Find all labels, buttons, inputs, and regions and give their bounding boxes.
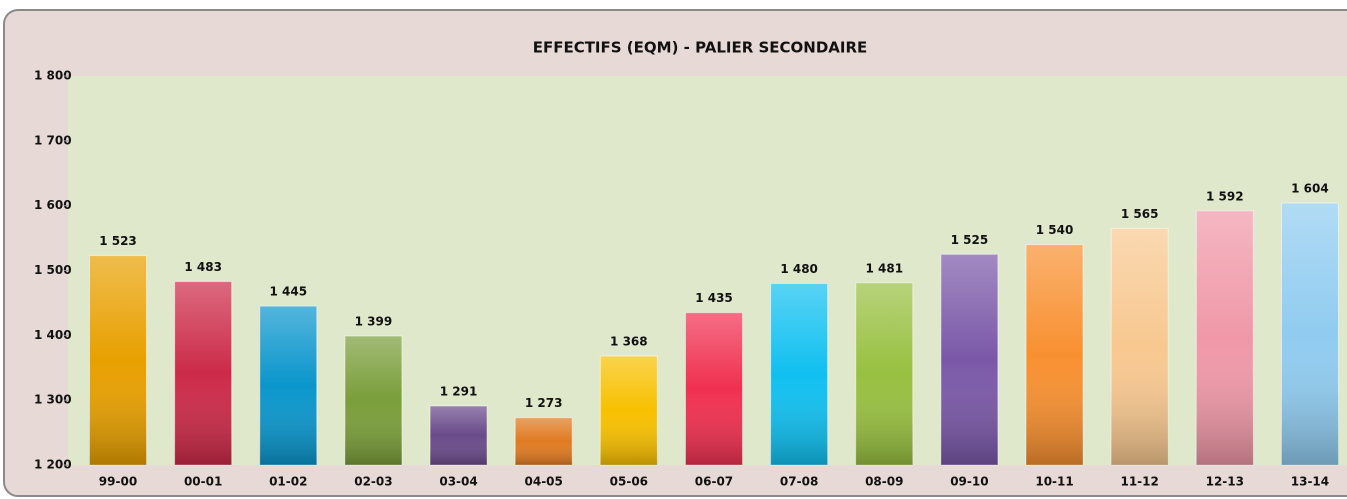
bar [1280, 202, 1339, 466]
x-tick-label: 10-11 [1035, 475, 1073, 489]
x-tick-label: 02-03 [354, 475, 392, 489]
value-label: 1 592 [1206, 189, 1244, 203]
value-label: 1 445 [269, 285, 307, 299]
value-label: 1 480 [780, 262, 818, 276]
x-tick-label: 99-00 [99, 475, 137, 489]
value-label: 1 565 [1121, 207, 1159, 221]
x-tick-label: 03-04 [439, 475, 477, 489]
x-tick-label: 04-05 [525, 475, 563, 489]
bar [684, 312, 743, 466]
bar [429, 405, 488, 466]
bar [855, 282, 914, 466]
y-tick-label: 1 300 [34, 393, 72, 407]
y-tick-label: 1 600 [34, 198, 72, 212]
x-tick-label: 08-09 [865, 475, 903, 489]
x-tick-label: 06-07 [695, 475, 733, 489]
value-label: 1 525 [951, 233, 989, 247]
x-tick-label: 05-06 [610, 475, 648, 489]
value-label: 1 273 [525, 396, 563, 410]
value-label: 1 540 [1036, 223, 1074, 237]
value-label: 1 291 [440, 385, 478, 399]
x-tick-label: 13-14 [1291, 475, 1329, 489]
bar [1195, 210, 1254, 466]
y-tick-label: 1 800 [34, 69, 72, 83]
bar [514, 417, 573, 466]
y-tick-label: 1 200 [34, 458, 72, 472]
chart-title: EFFECTIFS (EQM) - PALIER SECONDAIRE [533, 39, 868, 57]
value-label: 1 523 [99, 234, 137, 248]
bar [1025, 244, 1084, 466]
x-tick-label: 12-13 [1206, 475, 1244, 489]
value-label: 1 368 [610, 335, 648, 349]
y-tick-label: 1 400 [34, 328, 72, 342]
x-tick-label: 07-08 [780, 475, 818, 489]
value-label: 1 435 [695, 291, 733, 305]
value-label: 1 604 [1291, 182, 1329, 196]
bar [940, 253, 999, 466]
bar [259, 305, 318, 466]
value-label: 1 399 [355, 314, 393, 328]
bar [599, 355, 658, 466]
x-tick-label: 00-01 [184, 475, 222, 489]
value-label: 1 481 [865, 261, 903, 275]
x-tick-label: 09-10 [950, 475, 988, 489]
bar [174, 281, 233, 466]
y-tick-label: 1 700 [34, 133, 72, 147]
x-tick-label: 11-12 [1120, 475, 1158, 489]
value-label: 1 483 [184, 260, 222, 274]
bar [770, 282, 829, 466]
bar [344, 335, 403, 466]
bar [89, 255, 147, 466]
x-tick-label: 01-02 [269, 475, 307, 489]
y-tick-label: 1 500 [34, 263, 72, 277]
bar [1110, 227, 1169, 466]
